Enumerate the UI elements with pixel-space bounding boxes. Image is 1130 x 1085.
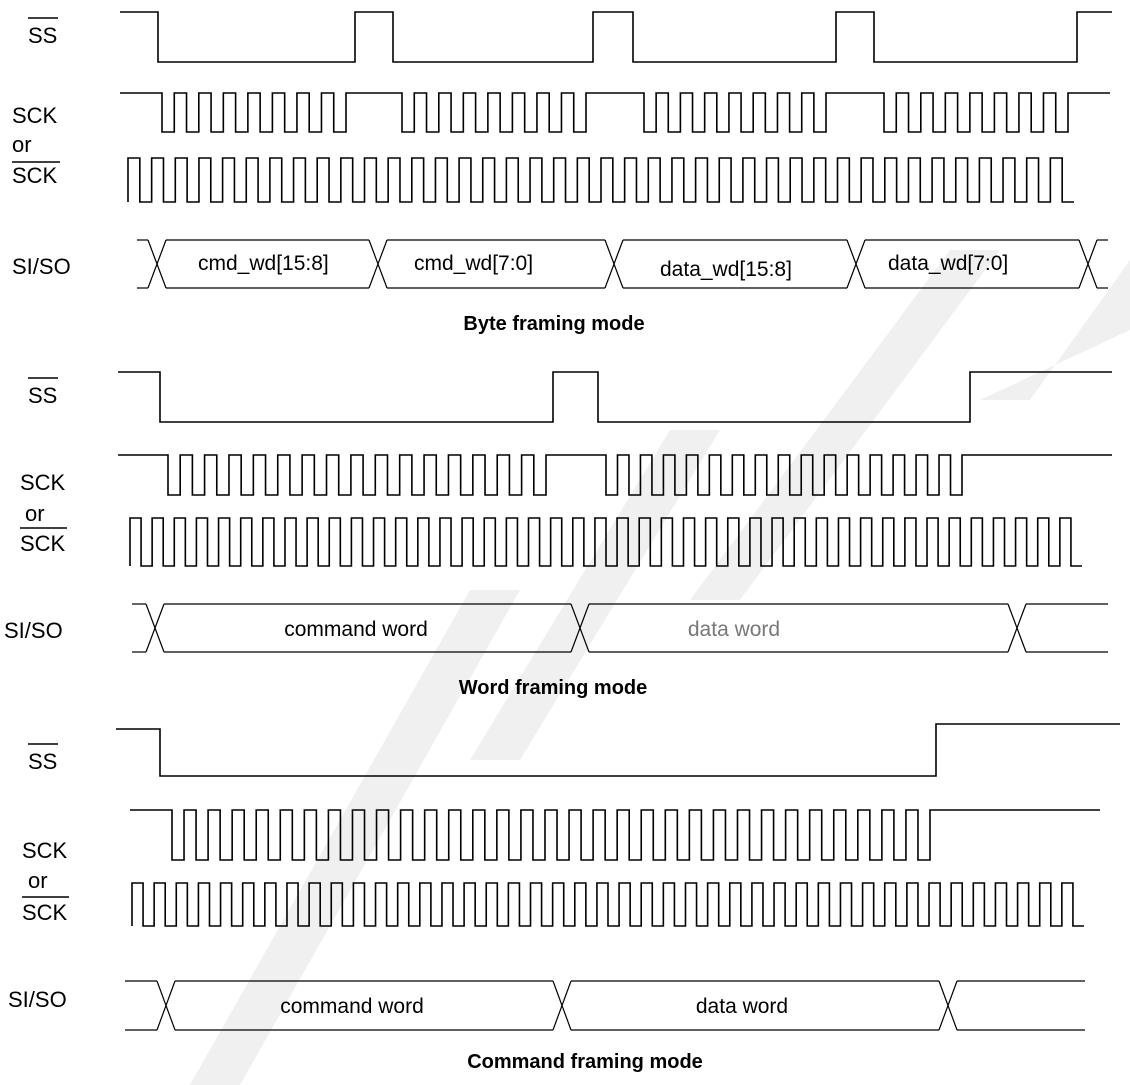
sck-inverted-trace	[127, 157, 1074, 203]
sck-inverted-waveform	[129, 517, 1082, 567]
ss-waveform	[116, 723, 1120, 777]
bus-waveform	[132, 603, 1108, 653]
sck-label: SCK	[22, 838, 68, 863]
watermark-stroke-3	[690, 250, 1000, 600]
bus-transition	[570, 603, 590, 653]
ss-waveform	[120, 11, 1112, 63]
ss-label: SS	[28, 23, 57, 48]
bus-field-data: data word	[696, 995, 788, 1018]
bus-field-data-low: data_wd[7:0]	[888, 252, 1008, 275]
ss-label: SS	[28, 749, 57, 774]
bus-transition	[1078, 239, 1098, 289]
sck-trace	[130, 809, 1100, 861]
bus-label: SI/SO	[4, 618, 63, 643]
watermark	[190, 250, 1130, 1085]
or-label: or	[12, 132, 32, 157]
bus-field-command: command word	[284, 618, 428, 641]
bus-field-data: data word	[688, 618, 780, 641]
sck-inverted-label: SCK	[22, 900, 68, 925]
sck-label: SCK	[20, 470, 66, 495]
sck-label: SCK	[12, 103, 58, 128]
bus-transition	[156, 980, 176, 1031]
bus-transition	[147, 239, 167, 289]
or-label: or	[25, 501, 45, 526]
sck-waveform	[120, 92, 1110, 133]
word-framing-title: Word framing mode	[459, 677, 648, 699]
watermark-stroke-4	[980, 260, 1130, 400]
bus-transition	[938, 980, 958, 1031]
watermark-stroke-1	[190, 590, 520, 1085]
watermark-stroke-2	[470, 430, 720, 760]
byte-framing-title: Byte framing mode	[463, 313, 644, 335]
word-framing-section: SS SCK or SCK SI/SO command word data wo…	[4, 371, 1112, 699]
command-framing-section: SS SCK or SCK SI/SO command word data wo…	[8, 723, 1120, 1073]
sck-inverted-trace	[131, 882, 1084, 927]
byte-framing-section: SS SCK or SCK SI/SO cmd_wd[15:8] cmd_wd[…	[12, 11, 1112, 335]
bus-transition	[552, 980, 572, 1031]
sck-trace	[118, 454, 1112, 496]
sck-inverted-label: SCK	[20, 531, 66, 556]
or-label: or	[28, 868, 48, 893]
command-framing-title: Command framing mode	[467, 1051, 703, 1073]
bus-waveform	[137, 239, 1108, 289]
sck-inverted-trace	[129, 517, 1082, 567]
sck-inverted-waveform	[127, 157, 1074, 203]
sck-waveform	[118, 454, 1112, 496]
bus-transition	[1007, 603, 1027, 653]
ss-waveform	[118, 371, 1112, 423]
bus-transition	[368, 239, 388, 289]
bus-field-cmd-low: cmd_wd[7:0]	[414, 252, 533, 275]
bus-field-data-high: data_wd[15:8]	[660, 258, 792, 281]
sck-waveform	[130, 809, 1100, 861]
sck-trace	[120, 92, 1110, 133]
bus-label: SI/SO	[8, 987, 67, 1012]
bus-field-command: command word	[280, 995, 424, 1018]
sck-inverted-label: SCK	[12, 163, 58, 188]
bus-label: SI/SO	[12, 254, 71, 279]
bus-transition	[846, 239, 866, 289]
bus-waveform	[125, 980, 1085, 1031]
sck-inverted-waveform	[131, 882, 1084, 927]
bus-transition	[604, 239, 624, 289]
bus-field-cmd-high: cmd_wd[15:8]	[198, 252, 329, 275]
ss-label: SS	[28, 383, 57, 408]
bus-transition	[145, 603, 165, 653]
